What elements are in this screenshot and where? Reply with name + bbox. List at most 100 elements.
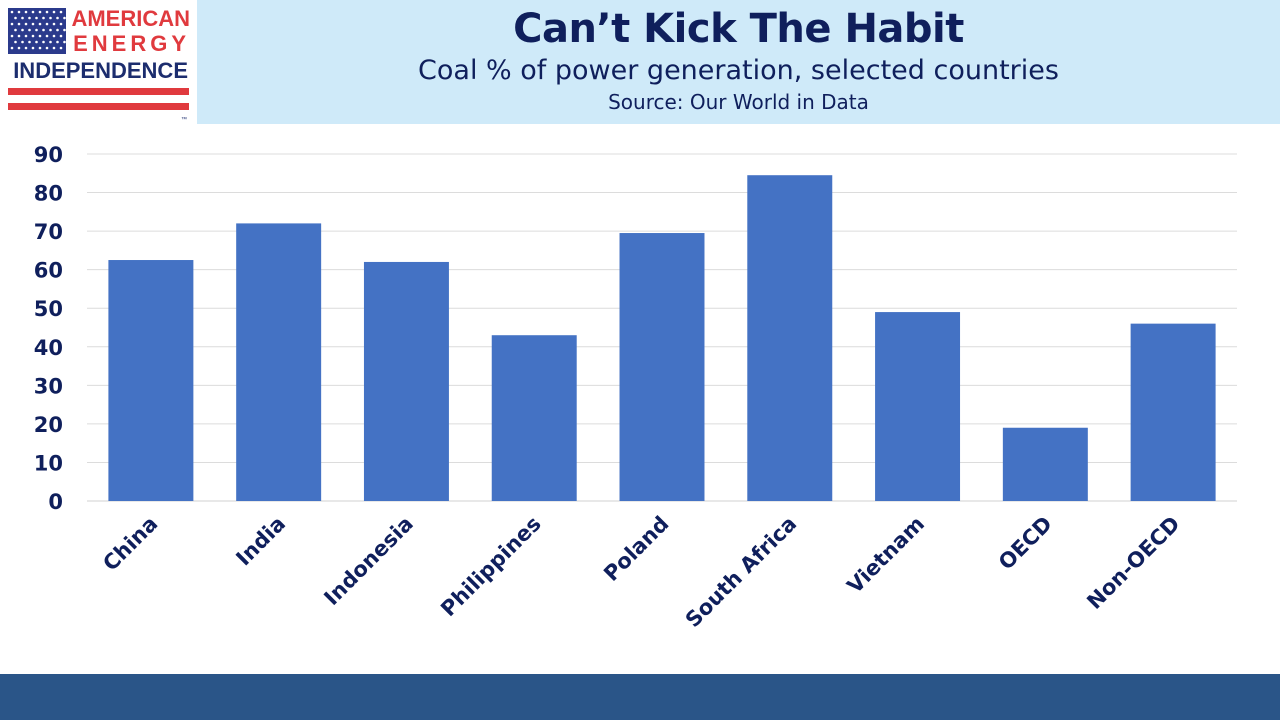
y-tick-label: 0 <box>48 490 63 514</box>
y-tick-label: 60 <box>34 259 63 283</box>
footer-bar <box>0 674 1280 720</box>
logo-star <box>52 46 56 50</box>
logo-star <box>38 22 42 26</box>
logo-star <box>14 28 17 32</box>
logo-star <box>24 34 28 38</box>
logo-star <box>35 16 38 20</box>
bar-india <box>236 223 322 501</box>
logo-star <box>63 28 66 32</box>
bar-south-africa <box>747 175 833 501</box>
x-tick-label: Vietnam <box>843 512 930 599</box>
logo-star <box>52 22 56 26</box>
logo-star <box>31 34 35 38</box>
logo-star <box>59 10 63 14</box>
y-tick-label: 80 <box>34 182 63 206</box>
chart-source: Source: Our World in Data <box>608 90 869 114</box>
logo-star <box>24 22 28 26</box>
y-axis-ticks: 0 10 20 30 40 50 60 70 80 90 <box>34 143 63 514</box>
bars <box>108 175 1216 501</box>
bar-china <box>108 260 194 501</box>
logo-star <box>63 16 66 20</box>
y-tick-label: 20 <box>34 413 63 437</box>
logo-star <box>45 22 49 26</box>
x-tick-label: Non-OECD <box>1082 512 1184 614</box>
bar-indonesia <box>363 261 449 501</box>
logo-star <box>56 16 59 20</box>
logo-star <box>56 40 59 44</box>
logo-star <box>45 10 49 14</box>
bar-vietnam <box>875 312 961 501</box>
logo-line-3: INDEPENDENCE <box>13 58 188 83</box>
logo-flag-stars <box>10 10 66 50</box>
bar-oecd <box>1002 427 1088 501</box>
x-tick-label: China <box>98 512 162 576</box>
logo-star <box>42 16 45 20</box>
logo-star <box>56 28 59 32</box>
logo-star <box>14 40 17 44</box>
logo-star <box>35 40 38 44</box>
logo-star <box>31 22 35 26</box>
logo-star <box>49 16 52 20</box>
logo-star <box>38 10 42 14</box>
logo-trademark: ™ <box>181 116 187 123</box>
bar-non-oecd <box>1130 323 1216 501</box>
logo-star <box>10 46 14 50</box>
logo-star <box>52 10 56 14</box>
x-tick-label: Philippines <box>436 512 546 622</box>
logo-star <box>45 34 49 38</box>
logo-star <box>52 34 56 38</box>
logo-star <box>10 10 14 14</box>
y-tick-label: 30 <box>34 374 63 398</box>
bar-poland <box>619 233 705 501</box>
logo-line-2: ENERGY <box>73 31 190 56</box>
logo-star <box>31 46 35 50</box>
logo-star <box>28 40 31 44</box>
logo-star <box>28 28 31 32</box>
y-tick-label: 40 <box>34 336 63 360</box>
logo-star <box>24 10 28 14</box>
logo-star <box>10 22 14 26</box>
bar-philippines <box>491 335 577 501</box>
logo-star <box>59 46 63 50</box>
y-tick-label: 70 <box>34 220 63 244</box>
logo-star <box>35 28 38 32</box>
logo-stripe-1 <box>8 88 189 95</box>
chart-subtitle: Coal % of power generation, selected cou… <box>418 55 1059 86</box>
logo-star <box>17 22 21 26</box>
logo-star <box>45 46 49 50</box>
logo-star <box>31 10 35 14</box>
logo-star <box>17 46 21 50</box>
logo-star <box>42 40 45 44</box>
logo-star <box>17 10 21 14</box>
chart-title: Can’t Kick The Habit <box>513 6 964 52</box>
logo-star <box>24 46 28 50</box>
y-tick-label: 90 <box>34 143 63 167</box>
american-energy-independence-logo: AMERICAN ENERGY INDEPENDENCE ™ <box>0 0 197 124</box>
logo-star <box>49 28 52 32</box>
logo-star <box>42 28 45 32</box>
logo-star <box>59 22 63 26</box>
logo-star <box>14 16 17 20</box>
logo-star <box>21 28 24 32</box>
logo-graphic: AMERICAN ENERGY INDEPENDENCE ™ <box>8 6 190 123</box>
logo-stripe-2 <box>8 103 189 110</box>
logo-line-1: AMERICAN <box>71 6 190 31</box>
x-axis-ticks: China India Indonesia Philippines Poland Sout… <box>98 512 1184 632</box>
x-tick-label: Indonesia <box>319 512 417 610</box>
logo-star <box>59 34 63 38</box>
logo-star <box>10 34 14 38</box>
x-tick-label: South Africa <box>681 512 801 632</box>
logo-star <box>38 46 42 50</box>
header-banner: Can’t Kick The Habit Coal % of power gen… <box>197 0 1280 124</box>
logo-star <box>17 34 21 38</box>
logo-star <box>38 34 42 38</box>
y-tick-label: 50 <box>34 297 63 321</box>
logo-star <box>28 16 31 20</box>
logo-star <box>21 16 24 20</box>
logo-star <box>63 40 66 44</box>
x-tick-label: India <box>231 512 290 571</box>
x-tick-label: Poland <box>599 512 673 586</box>
x-tick-label: OECD <box>994 512 1057 575</box>
logo-star <box>21 40 24 44</box>
